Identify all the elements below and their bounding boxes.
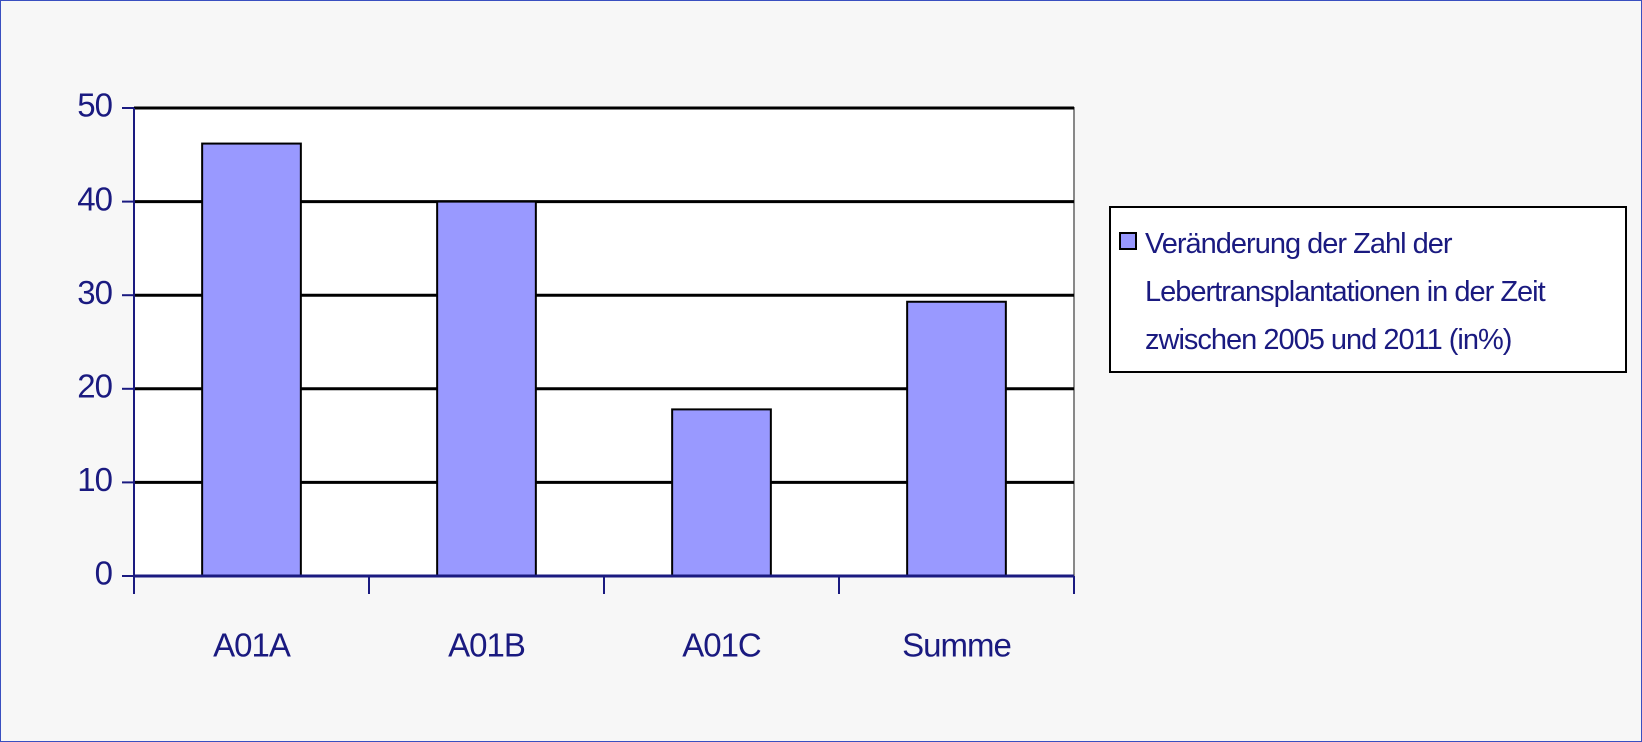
y-tick-label: 40 (77, 180, 112, 217)
y-tick-label: 0 (95, 555, 113, 592)
legend-swatch (1119, 232, 1137, 250)
bar (436, 200, 537, 577)
x-tick-label: Summe (902, 627, 1011, 664)
bar (201, 142, 302, 577)
x-tick-label: A01C (682, 627, 761, 664)
y-tick-label: 30 (77, 274, 112, 311)
y-tick-label: 50 (77, 87, 112, 124)
legend: Veränderung der Zahl der Lebertransplant… (1109, 206, 1627, 373)
y-tick-label: 20 (77, 368, 112, 405)
x-tick-label: A01B (448, 627, 525, 664)
bar (671, 408, 772, 577)
bar (906, 300, 1007, 577)
legend-label: Veränderung der Zahl der Lebertransplant… (1145, 228, 1546, 356)
x-tick-label: A01A (213, 627, 291, 664)
y-tick-label: 10 (77, 461, 112, 498)
